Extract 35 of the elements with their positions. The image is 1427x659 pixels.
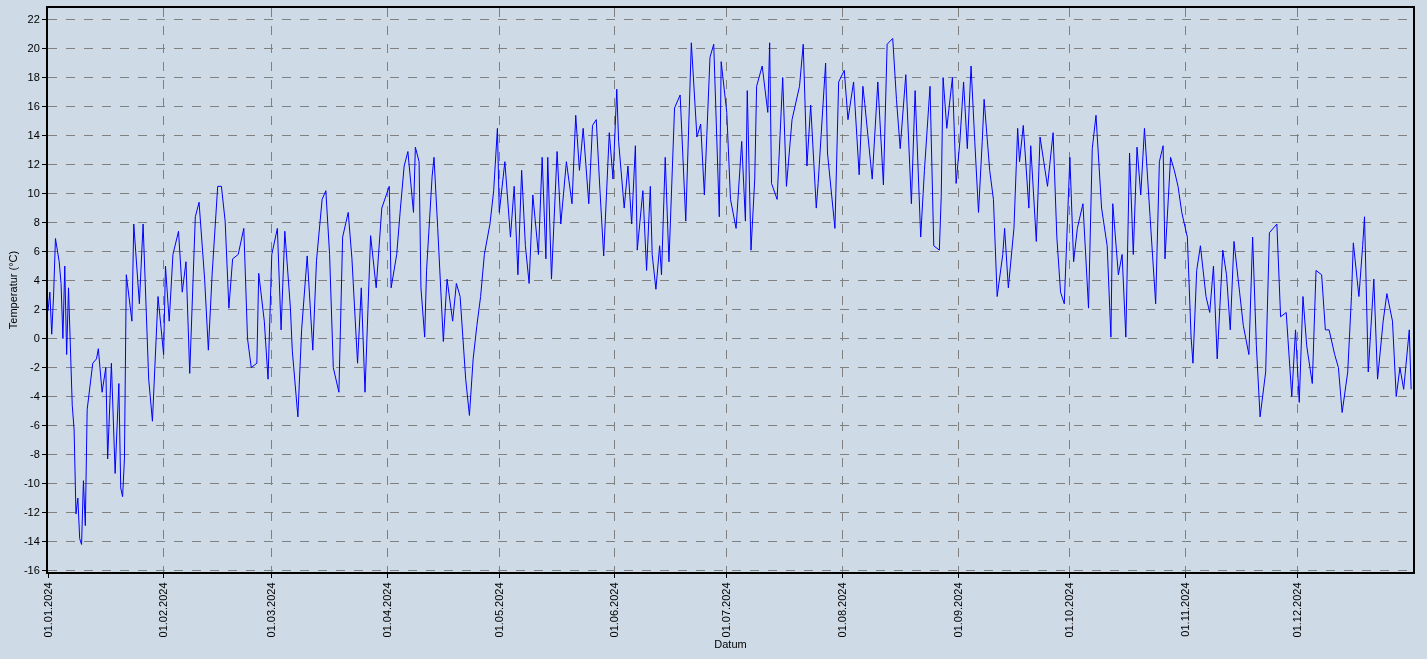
y-tick-label: 18 (27, 71, 40, 84)
y-tick-label: -2 (30, 361, 40, 374)
y-tick-label: -6 (30, 419, 40, 432)
y-tick-label: 4 (33, 274, 40, 287)
y-tick-label: 10 (27, 187, 40, 200)
y-tick-label: -16 (23, 564, 40, 577)
x-tick-label: 01.09.2024 (951, 582, 964, 638)
x-tick-label: 01.10.2024 (1063, 582, 1076, 638)
line-series (48, 37, 1412, 545)
x-tick-label: 01.06.2024 (608, 582, 621, 638)
y-tick-label: -10 (23, 477, 40, 490)
y-tick-label: 6 (33, 245, 40, 258)
y-tick-label: 12 (27, 158, 40, 171)
x-tick-label: 01.05.2024 (492, 582, 505, 638)
y-tick-label: -14 (23, 535, 40, 548)
y-axis-title: Temperatur (°C) (7, 250, 20, 330)
x-tick-label: 01.12.2024 (1290, 582, 1303, 638)
y-tick-label: 14 (27, 129, 40, 142)
y-tick-label: 0 (33, 332, 40, 345)
x-axis-title: Datum (714, 638, 747, 651)
x-tick-label: 01.03.2024 (265, 582, 278, 638)
y-tick-label: -4 (30, 390, 40, 403)
x-tick-label: 01.02.2024 (157, 582, 170, 638)
y-tick-label: -12 (23, 506, 40, 519)
x-tick-label: 01.04.2024 (380, 582, 393, 638)
y-tick-label: 2 (33, 303, 40, 316)
y-tick-label: 20 (27, 42, 40, 55)
x-tick-label: 01.01.2024 (41, 582, 54, 638)
y-tick-label: 22 (27, 13, 40, 26)
x-tick-label: 01.08.2024 (835, 582, 848, 638)
y-tick-label: 16 (27, 100, 40, 113)
x-tick-label: 01.11.2024 (1179, 582, 1192, 637)
x-tick-label: 01.07.2024 (720, 582, 733, 638)
y-tick-label: -8 (30, 448, 40, 461)
y-tick-label: 8 (33, 216, 40, 229)
